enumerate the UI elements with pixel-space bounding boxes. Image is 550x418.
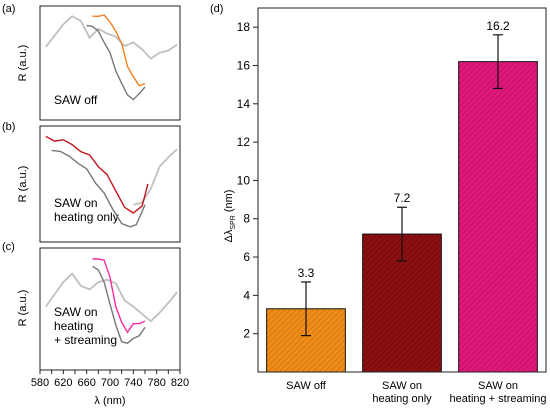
panel-label-d: (d) [210,3,223,15]
spectrum-x-tick-label: 580 [31,377,49,389]
bar [458,61,538,373]
bar-y-tick-label: 12 [237,135,251,149]
bar-value-label: 16.2 [486,19,510,33]
spectrum-x-tick-label: 820 [171,377,189,389]
spectrum-series-line [92,14,146,87]
bar-category-label: SAW on heating + streaming [450,380,547,405]
spectrum-x-label: λ (nm) [94,395,125,407]
bar-y-tick-label: 18 [237,20,251,34]
spectrum-annotation: SAW on heating only [54,196,119,224]
spectrum-panel-a: R (a.u.) SAW off [17,5,181,121]
bar-y-tick-label: 2 [243,327,250,341]
spectrum-series-line [133,148,178,206]
spectrum-series-line [51,149,146,228]
spectrum-y-label: R (a.u.) [17,290,29,327]
bar-category-label: SAW off [286,380,327,392]
bar-frame [257,7,547,373]
bar-y-label: ΔλSPR (nm) [223,190,237,243]
spectrum-annotation: SAW off [54,93,98,107]
panel-label-c: (c) [2,241,15,253]
bar-y-axis: 2 4 6 8 10 12 14 16 18 [237,20,258,341]
spectrum-x-tick-label: 620 [54,377,72,389]
bar-y-tick-label: 6 [243,250,250,264]
spectrum-panel-c: R (a.u.) SAW on heating + streaming 580 620… [17,247,189,407]
spectrum-x-axis: 580 620 660 700 740 780 820 [31,370,189,389]
bar-series: 3.3 7.2 16.2 [266,19,538,373]
bar-y-tick-label: 10 [237,173,251,187]
bar-value-label: 3.3 [298,266,315,280]
spectrum-x-tick-label: 660 [77,377,95,389]
spectrum-annotation: SAW on heating + streaming [54,305,117,347]
bar-category-label: SAW on heating only [372,380,432,405]
bar-y-tick-label: 14 [237,97,251,111]
spectrum-y-label: R (a.u.) [17,166,29,203]
spectrum-panel-b: R (a.u.) SAW on heating only [17,125,181,243]
bar-y-tick-label: 16 [237,58,251,72]
bar-value-label: 7.2 [394,191,411,205]
spectrum-series-line [86,24,146,101]
spectrum-series-line [92,258,146,334]
spectrum-y-label: R (a.u.) [17,45,29,82]
spectrum-series-line [45,15,178,60]
bar-chart-panel: 2 4 6 8 10 12 14 16 18 3.3 7.2 16.2 ΔλSPR (nm) SAW… [223,7,547,405]
spectrum-frame [39,5,181,121]
panel-label-b: (b) [2,121,15,133]
spectrum-x-tick-label: 740 [124,377,142,389]
spectrum-series-line [92,265,146,344]
bar-x-axis: SAW off SAW on heating only SAW on heating +… [286,380,546,405]
bar-y-tick-label: 4 [243,288,250,302]
panel-label-a: (a) [2,3,15,15]
spectrum-series-line [45,135,149,214]
spectrum-frame [39,125,181,243]
spectrum-x-tick-label: 700 [101,377,119,389]
spectrum-x-tick-label: 780 [147,377,165,389]
bar-y-tick-label: 8 [243,212,250,226]
